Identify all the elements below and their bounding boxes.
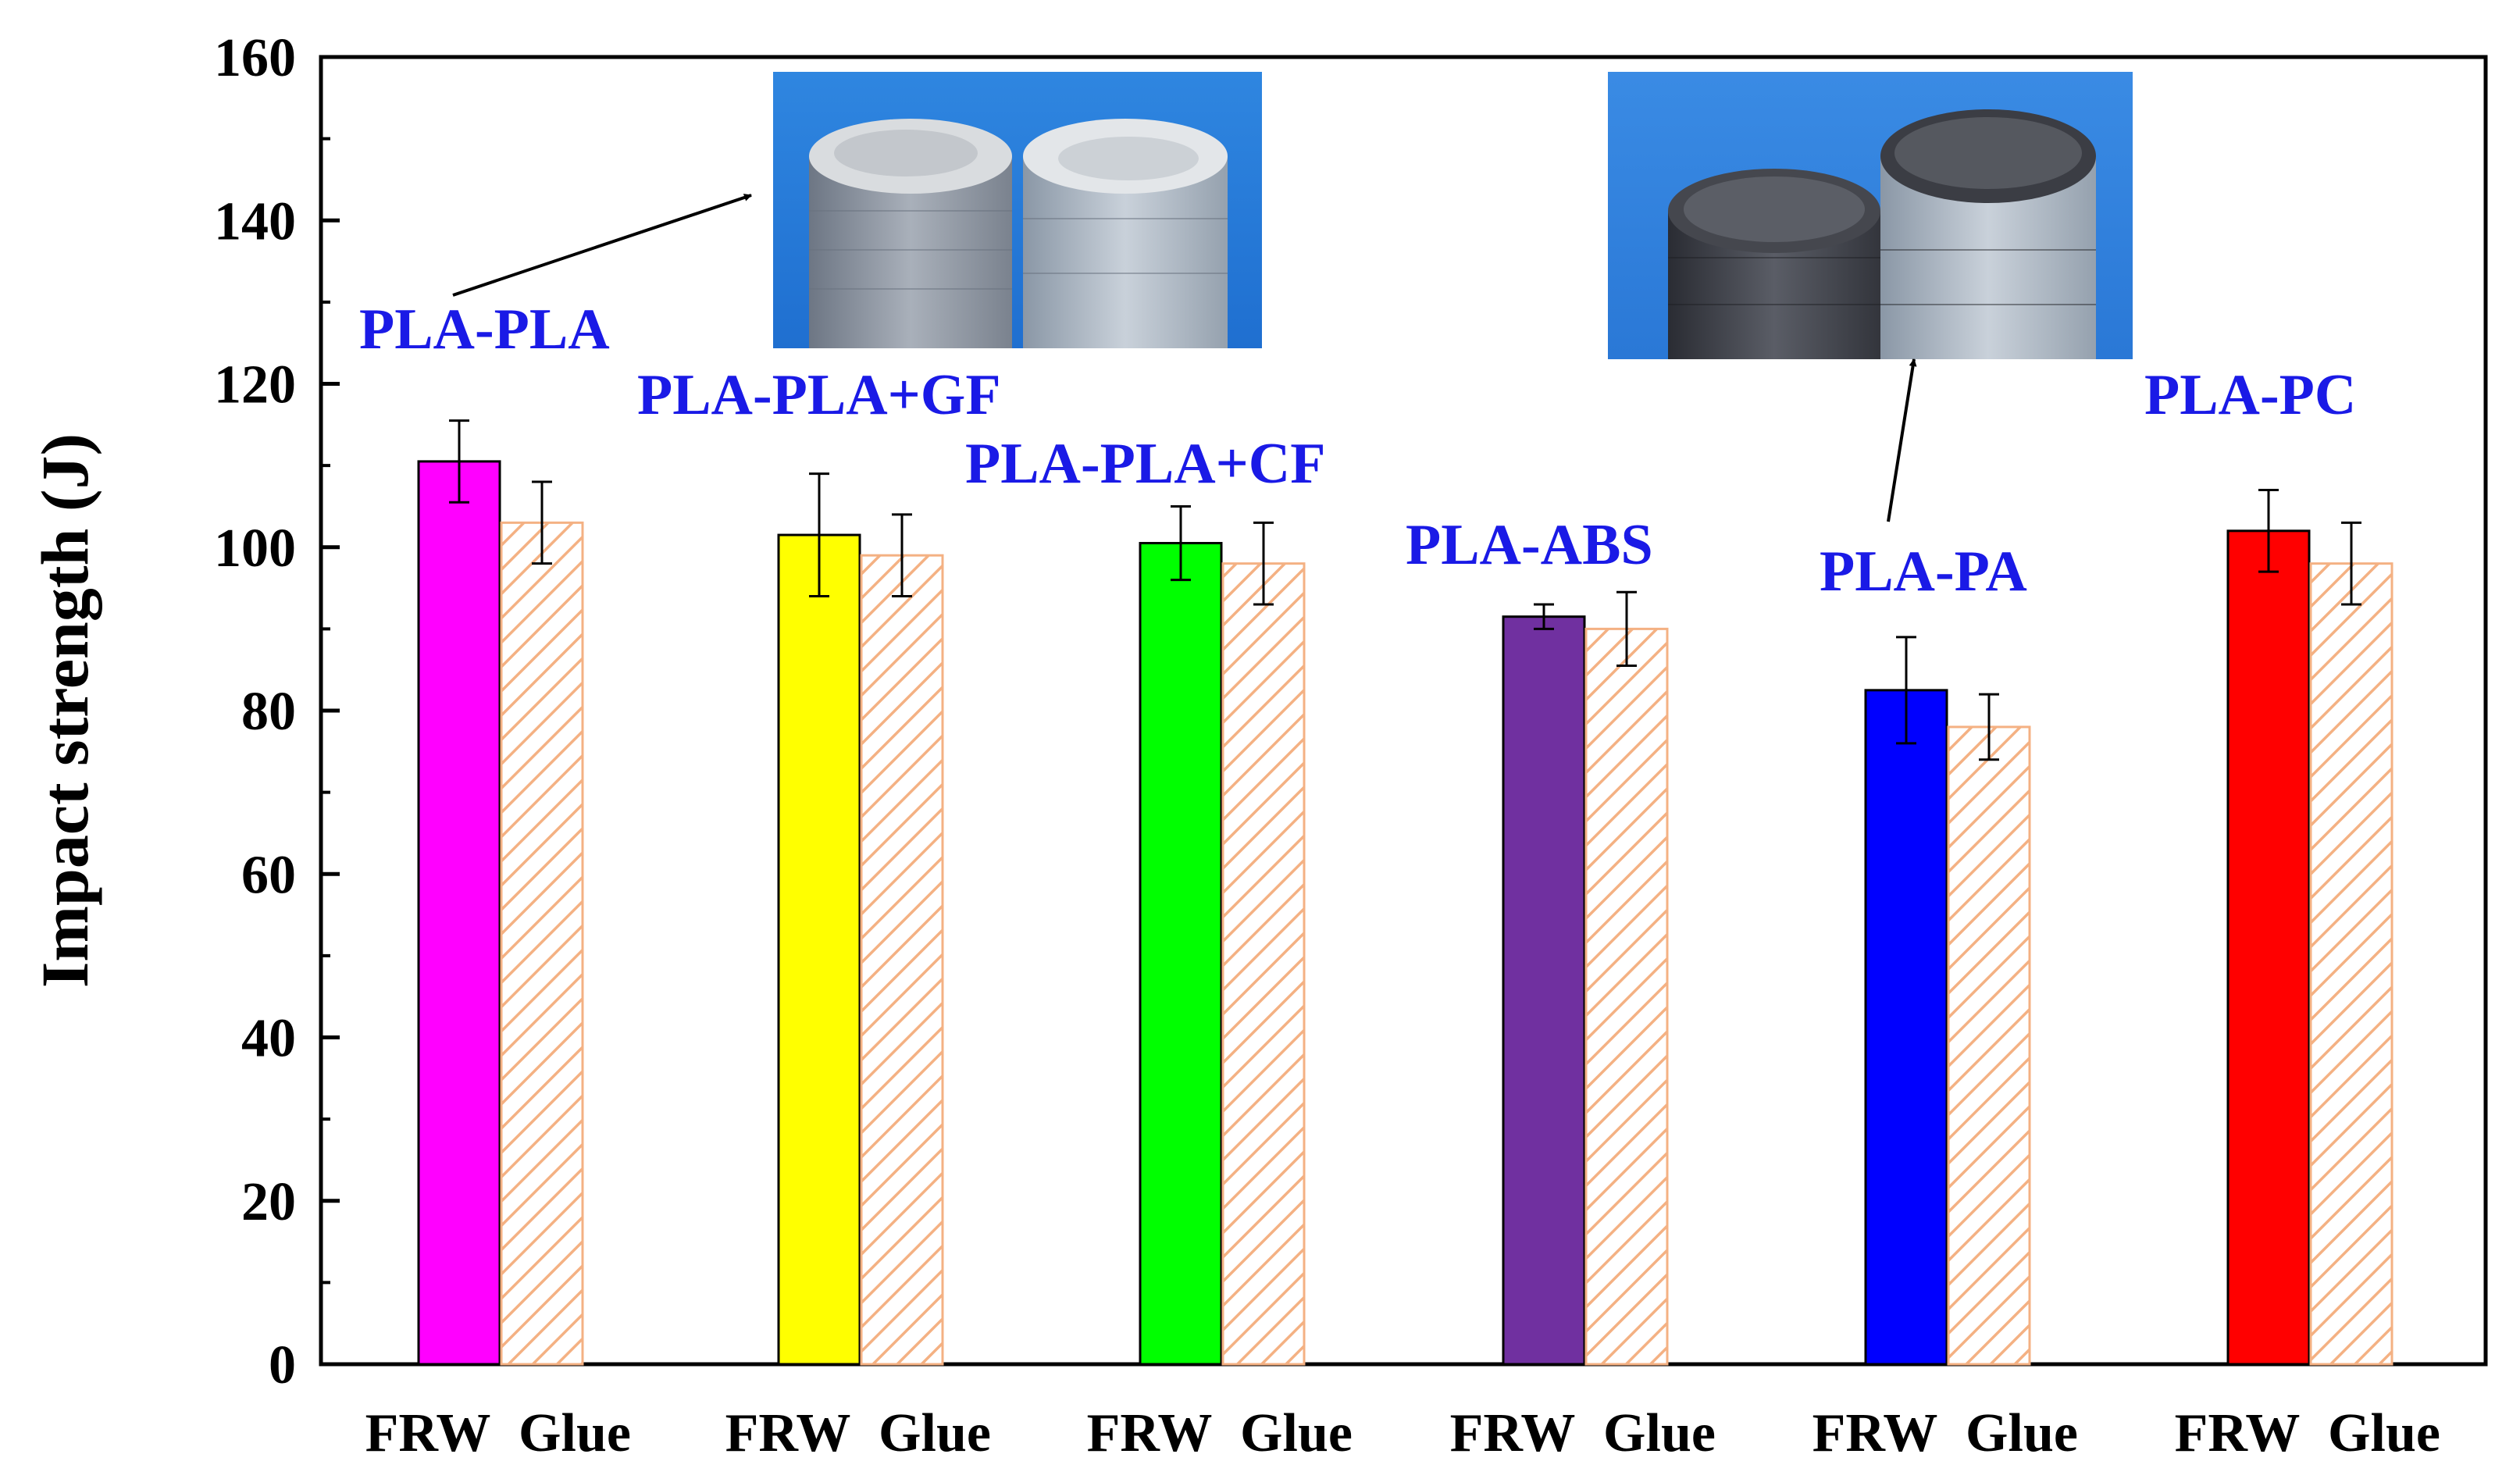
- x-tick-label-glue: Glue: [1240, 1403, 1353, 1463]
- group-label-pla-abs: PLA-ABS: [1406, 513, 1653, 577]
- bar-frw-pla-pa: [1864, 689, 1948, 1366]
- y-tick-label: 120: [214, 355, 296, 415]
- y-axis-ticks: 0 20 40 60 80 100 120 140 160: [214, 28, 340, 1395]
- bar-glue-pla-abs: [1584, 627, 1669, 1366]
- error-bar-glue: [1253, 521, 1274, 606]
- bar-frw-pla-pla: [417, 460, 501, 1366]
- x-tick-label-frw: FRW: [1087, 1403, 1213, 1463]
- x-tick-label-frw: FRW: [725, 1403, 851, 1463]
- bars: [417, 460, 2393, 1366]
- y-tick-label: 40: [241, 1009, 296, 1069]
- error-bar-frw: [1171, 504, 1191, 582]
- arrow-to-pla-pa-photo: [1887, 358, 1917, 522]
- x-tick-label-glue: Glue: [519, 1403, 631, 1463]
- group-label-pla-pa: PLA-PA: [1820, 540, 2027, 604]
- y-tick-label: 60: [241, 845, 296, 905]
- x-tick-label-frw: FRW: [365, 1403, 491, 1463]
- y-tick-label: 140: [214, 191, 296, 251]
- x-axis-tick-labels: FRW Glue FRW Glue FRW Glue FRW Glue FRW Glue FRW Gl…: [365, 1403, 2440, 1463]
- bar-glue-pla-pa: [1947, 725, 2031, 1366]
- group-label-pla-pla-gf: PLA-PLA+GF: [637, 363, 1001, 427]
- bar-frw-pla-pc: [2226, 529, 2311, 1366]
- bar-glue-pla-pc: [2309, 562, 2393, 1366]
- error-bar-frw: [809, 472, 829, 598]
- error-bar-frw: [449, 419, 469, 504]
- bar-glue-pla-pla: [500, 521, 584, 1366]
- error-bar-frw: [1534, 603, 1554, 630]
- arrow-to-pla-pla-photo: [452, 194, 752, 297]
- error-bar-frw: [1896, 636, 1916, 745]
- group-label-pla-pc: PLA-PC: [2144, 363, 2356, 427]
- y-tick-label: 20: [241, 1172, 296, 1232]
- group-label-pla-pla: PLA-PLA: [359, 298, 610, 362]
- x-tick-label-glue: Glue: [1966, 1403, 2078, 1463]
- bar-frw-pla-abs: [1502, 615, 1586, 1366]
- x-tick-label-frw: FRW: [1812, 1403, 1938, 1463]
- y-tick-label: 100: [214, 519, 296, 579]
- bar-frw-pla-pla-gf: [777, 533, 861, 1366]
- group-label-pla-pla-cf: PLA-PLA+CF: [965, 432, 1325, 496]
- y-axis-label: Impact strength (J): [27, 433, 102, 988]
- bar-glue-pla-pla-gf: [860, 554, 944, 1366]
- x-tick-label-glue: Glue: [879, 1403, 991, 1463]
- y-tick-label: 80: [241, 682, 296, 742]
- x-tick-label-glue: Glue: [1603, 1403, 1716, 1463]
- x-tick-label-frw: FRW: [2175, 1403, 2301, 1463]
- photo-inset-pla-pa: [1608, 72, 2133, 359]
- x-tick-label-frw: FRW: [1450, 1403, 1576, 1463]
- error-bar-glue: [1616, 590, 1637, 667]
- error-bar-glue: [892, 513, 912, 598]
- y-tick-label: 0: [269, 1335, 296, 1395]
- x-tick-label-glue: Glue: [2328, 1403, 2440, 1463]
- bar-glue-pla-pla-cf: [1221, 562, 1306, 1366]
- bar-frw-pla-pla-cf: [1139, 542, 1223, 1366]
- plot-frame: [319, 55, 2488, 1367]
- y-tick-label: 160: [214, 28, 296, 88]
- error-bar-glue: [532, 480, 552, 565]
- error-bar-glue: [1979, 693, 1999, 761]
- error-bar-frw: [2258, 489, 2279, 573]
- error-bars: [449, 419, 2361, 761]
- error-bar-glue: [2341, 521, 2361, 606]
- photo-inset-pla-pla: [773, 72, 1262, 348]
